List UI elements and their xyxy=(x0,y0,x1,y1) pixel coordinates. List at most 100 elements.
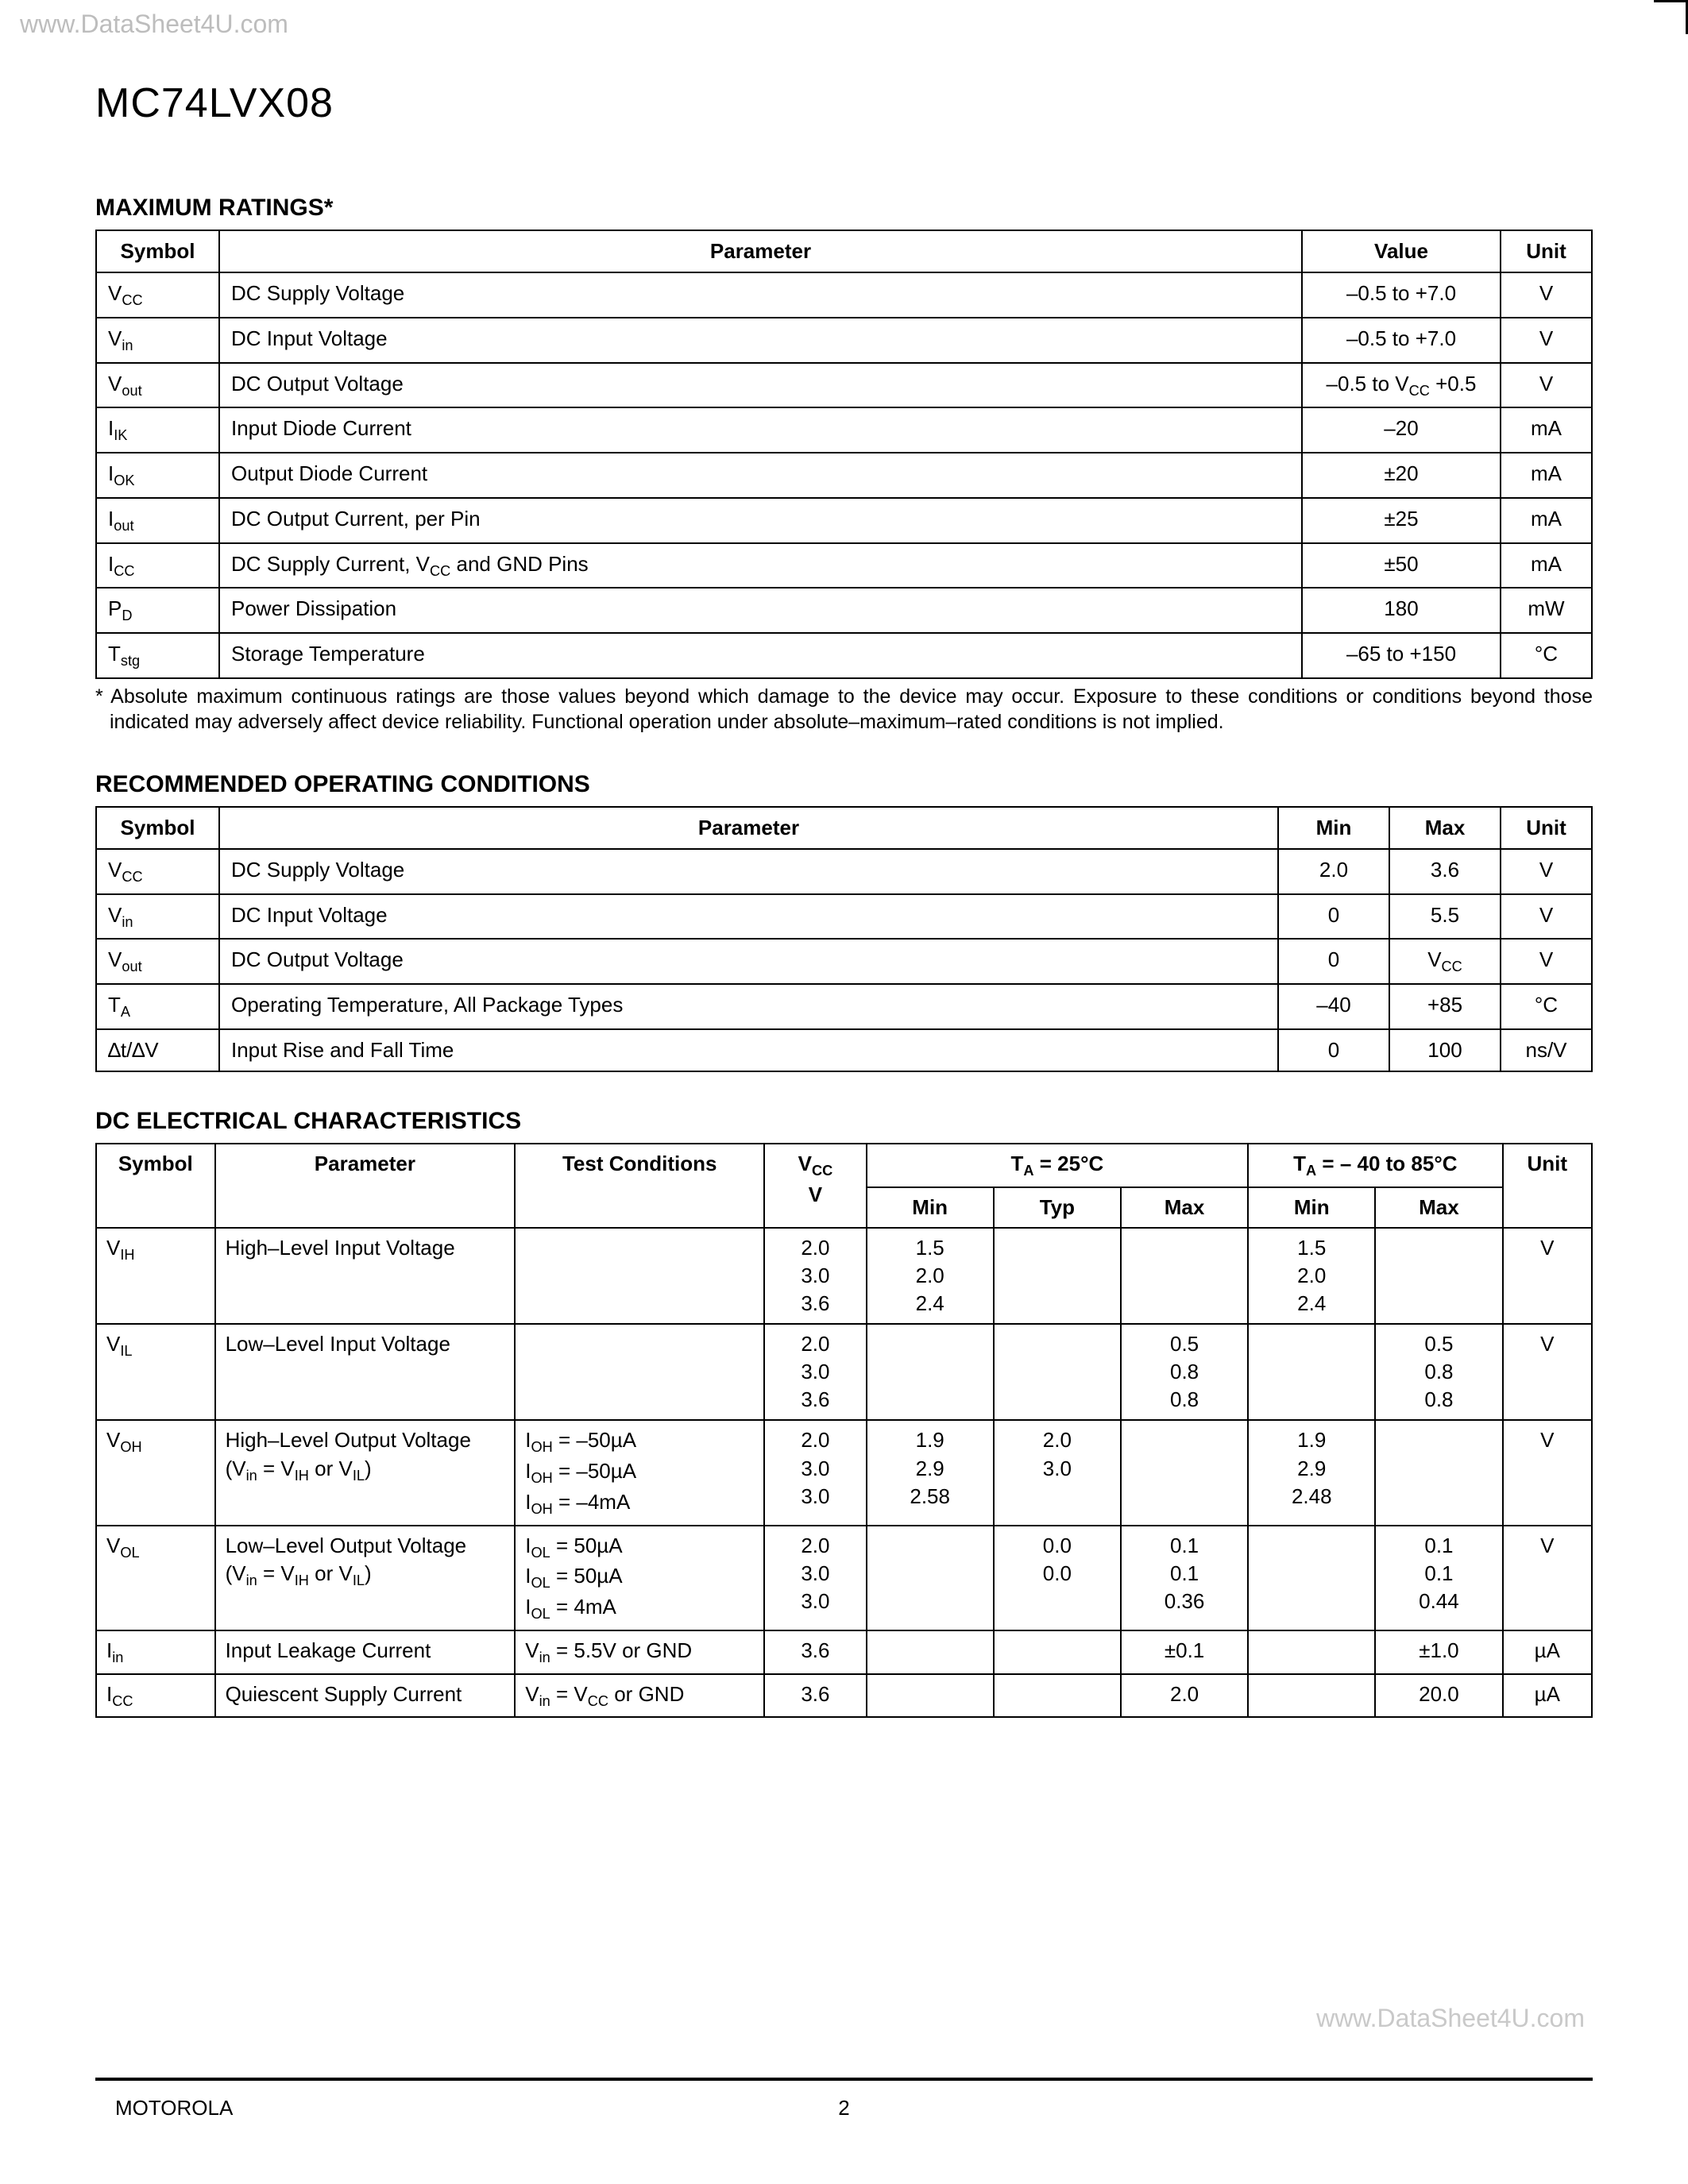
part-number: MC74LVX08 xyxy=(95,79,1593,127)
cell-test: IOH = –50µAIOH = –50µAIOH = –4mA xyxy=(515,1420,764,1525)
cell-parameter: Input Rise and Fall Time xyxy=(219,1029,1278,1071)
cell-max: VCC xyxy=(1389,939,1501,984)
cell-symbol: PD xyxy=(96,588,219,633)
table-row: IoutDC Output Current, per Pin±25mA xyxy=(96,498,1592,543)
cell-unit: V xyxy=(1501,939,1592,984)
cell-symbol: Tstg xyxy=(96,633,219,678)
cell-symbol: Vout xyxy=(96,939,219,984)
th-vcc: VCCV xyxy=(764,1144,866,1228)
cell-parameter: Output Diode Current xyxy=(219,453,1302,498)
table-row: IinInput Leakage CurrentVin = 5.5V or GN… xyxy=(96,1630,1592,1674)
cell-symbol: VIL xyxy=(96,1324,215,1420)
th-unit: Unit xyxy=(1501,230,1592,272)
cell-symbol: ICC xyxy=(96,1674,215,1718)
th-max-range: Max xyxy=(1375,1187,1502,1228)
cell-parameter: High–Level Input Voltage xyxy=(215,1228,516,1324)
cell-value: ±50 xyxy=(1302,543,1501,588)
cell-max-range: 0.50.80.8 xyxy=(1375,1324,1502,1420)
cell-parameter: Low–Level Output Voltage(Vin = VIH or VI… xyxy=(215,1526,516,1630)
cell-value: –0.5 to VCC +0.5 xyxy=(1302,363,1501,408)
cell-vcc: 3.6 xyxy=(764,1674,866,1718)
table-row: VCCDC Supply Voltage–0.5 to +7.0V xyxy=(96,272,1592,318)
table-row: VILLow–Level Input Voltage 2.03.03.6 0.50.… xyxy=(96,1324,1592,1420)
cell-test: Vin = 5.5V or GND xyxy=(515,1630,764,1674)
cell-parameter: DC Output Voltage xyxy=(219,939,1278,984)
cell-max: +85 xyxy=(1389,984,1501,1029)
cell-parameter: Input Leakage Current xyxy=(215,1630,516,1674)
cell-max-25: ±0.1 xyxy=(1121,1630,1248,1674)
th-test: Test Conditions xyxy=(515,1144,764,1228)
footer-rule xyxy=(95,2078,1593,2081)
th-max: Max xyxy=(1389,807,1501,849)
cell-symbol: ICC xyxy=(96,543,219,588)
cell-min-range: 1.52.02.4 xyxy=(1248,1228,1375,1324)
cell-vcc: 2.03.03.6 xyxy=(764,1324,866,1420)
cell-value: ±25 xyxy=(1302,498,1501,543)
cell-typ-25 xyxy=(994,1228,1121,1324)
cell-unit: V xyxy=(1503,1324,1592,1420)
cell-symbol: TA xyxy=(96,984,219,1029)
cell-min: 0 xyxy=(1278,894,1389,940)
cell-unit: µA xyxy=(1503,1674,1592,1718)
cell-parameter: Low–Level Input Voltage xyxy=(215,1324,516,1420)
footer-page-number: 2 xyxy=(838,2096,849,2120)
th-max-25: Max xyxy=(1121,1187,1248,1228)
table-header-group-row: Symbol Parameter Test Conditions VCCV TA… xyxy=(96,1144,1592,1187)
cell-parameter: Quiescent Supply Current xyxy=(215,1674,516,1718)
cell-max-range: ±1.0 xyxy=(1375,1630,1502,1674)
cell-unit: mA xyxy=(1501,543,1592,588)
cell-min-25 xyxy=(867,1526,994,1630)
cell-parameter: Storage Temperature xyxy=(219,633,1302,678)
th-parameter: Parameter xyxy=(219,230,1302,272)
table-header-row: Symbol Parameter Min Max Unit xyxy=(96,807,1592,849)
cell-symbol: IOK xyxy=(96,453,219,498)
th-min-25: Min xyxy=(867,1187,994,1228)
cell-min-range: 1.92.92.48 xyxy=(1248,1420,1375,1525)
cell-unit: mW xyxy=(1501,588,1592,633)
cell-symbol: Iout xyxy=(96,498,219,543)
th-typ-25: Typ xyxy=(994,1187,1121,1228)
table-row: TstgStorage Temperature–65 to +150°C xyxy=(96,633,1592,678)
th-min-range: Min xyxy=(1248,1187,1375,1228)
cell-min-25: 1.92.92.58 xyxy=(867,1420,994,1525)
cell-value: 180 xyxy=(1302,588,1501,633)
cell-unit: V xyxy=(1503,1228,1592,1324)
th-min: Min xyxy=(1278,807,1389,849)
cell-parameter: DC Supply Voltage xyxy=(219,849,1278,894)
cell-typ-25 xyxy=(994,1674,1121,1718)
cell-symbol: IIK xyxy=(96,407,219,453)
watermark-top: www.DataSheet4U.com xyxy=(20,10,288,39)
cell-symbol: VCC xyxy=(96,849,219,894)
cell-max-25 xyxy=(1121,1420,1248,1525)
table-row: VinDC Input Voltage05.5V xyxy=(96,894,1592,940)
cell-unit: mA xyxy=(1501,498,1592,543)
dc-title: DC ELECTRICAL CHARACTERISTICS xyxy=(95,1108,1593,1135)
table-row: VOLLow–Level Output Voltage(Vin = VIH or… xyxy=(96,1526,1592,1630)
cell-min-25 xyxy=(867,1324,994,1420)
cell-unit: °C xyxy=(1501,633,1592,678)
cell-symbol: Iin xyxy=(96,1630,215,1674)
cell-parameter: Operating Temperature, All Package Types xyxy=(219,984,1278,1029)
table-row: ∆t/∆VInput Rise and Fall Time0100ns/V xyxy=(96,1029,1592,1071)
cell-min-range xyxy=(1248,1674,1375,1718)
cell-parameter: Power Dissipation xyxy=(219,588,1302,633)
cell-typ-25: 0.00.0 xyxy=(994,1526,1121,1630)
th-unit: Unit xyxy=(1501,807,1592,849)
operating-table: Symbol Parameter Min Max Unit VCCDC Supp… xyxy=(95,806,1593,1072)
cell-parameter: DC Supply Voltage xyxy=(219,272,1302,318)
cell-min: 0 xyxy=(1278,939,1389,984)
th-symbol: Symbol xyxy=(96,1144,215,1228)
cell-parameter: Input Diode Current xyxy=(219,407,1302,453)
cell-vcc: 2.03.03.0 xyxy=(764,1420,866,1525)
cell-value: –0.5 to +7.0 xyxy=(1302,272,1501,318)
cell-symbol: Vout xyxy=(96,363,219,408)
cell-value: –0.5 to +7.0 xyxy=(1302,318,1501,363)
table-row: PDPower Dissipation180mW xyxy=(96,588,1592,633)
cell-max-range: 20.0 xyxy=(1375,1674,1502,1718)
th-unit: Unit xyxy=(1503,1144,1592,1228)
cell-test: IOL = 50µAIOL = 50µAIOL = 4mA xyxy=(515,1526,764,1630)
cell-unit: ns/V xyxy=(1501,1029,1592,1071)
cell-symbol: VOH xyxy=(96,1420,215,1525)
cell-typ-25 xyxy=(994,1630,1121,1674)
cell-unit: µA xyxy=(1503,1630,1592,1674)
